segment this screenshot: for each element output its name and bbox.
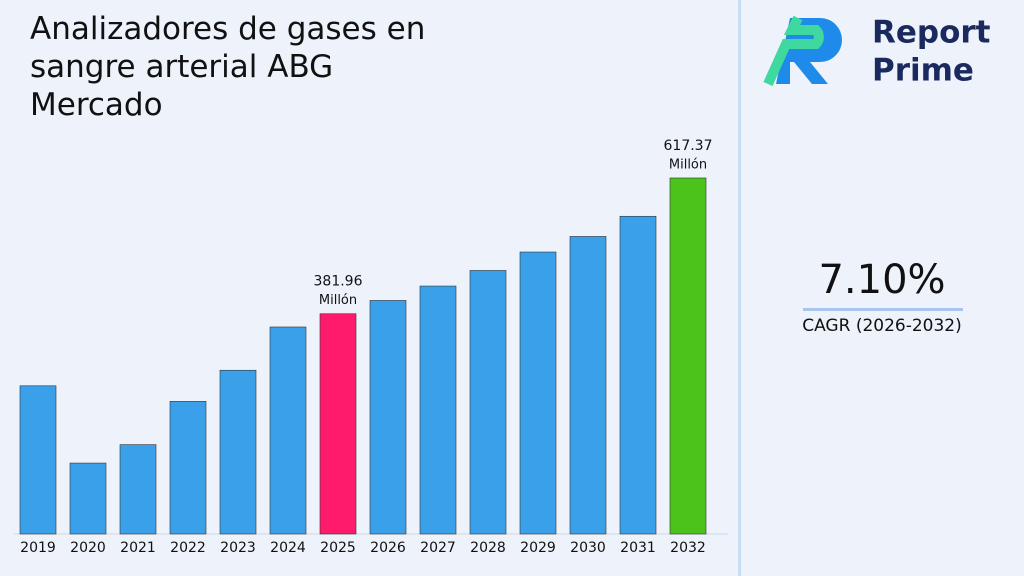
x-tick-label: 2023 <box>220 540 256 556</box>
cagr-label: CAGR (2026-2032) <box>802 316 962 336</box>
x-tick-label: 2024 <box>270 540 306 556</box>
x-tick-label: 2032 <box>670 540 706 556</box>
divider <box>738 0 741 576</box>
bar <box>319 313 357 535</box>
bar <box>169 401 207 535</box>
x-tick-label: 2025 <box>320 540 356 556</box>
chart-title: Analizadores de gases en sangre arterial… <box>30 11 426 123</box>
bar <box>219 369 257 535</box>
bar <box>19 385 57 535</box>
bar <box>669 177 707 535</box>
x-tick-label: 2028 <box>470 540 506 556</box>
x-tick-label: 2021 <box>120 540 156 556</box>
bar <box>269 326 307 535</box>
x-tick-label: 2029 <box>520 540 556 556</box>
x-tick-label: 2031 <box>620 540 656 556</box>
cagr-value: 7.10% <box>818 257 945 303</box>
bar <box>469 270 507 535</box>
x-tick-label: 2020 <box>70 540 106 556</box>
data-label: 381.96 <box>314 274 363 290</box>
x-tick-label: 2022 <box>170 540 206 556</box>
data-label-unit: Millón <box>669 158 707 173</box>
bar <box>69 462 107 535</box>
data-label-unit: Millón <box>319 293 357 308</box>
cagr-underline <box>803 308 963 311</box>
bar <box>519 251 557 535</box>
x-tick-label: 2019 <box>20 540 56 556</box>
x-tick-label: 2030 <box>570 540 606 556</box>
bar <box>119 444 157 535</box>
x-tick-label: 2026 <box>370 540 406 556</box>
bar <box>419 285 457 535</box>
logo <box>763 15 842 87</box>
bar <box>569 236 607 535</box>
brand: Report <box>872 15 991 51</box>
bar <box>369 300 407 535</box>
x-tick-label: 2027 <box>420 540 456 556</box>
data-label: 617.37 <box>664 138 713 154</box>
bar <box>619 215 657 535</box>
brand: Prime <box>872 53 974 89</box>
